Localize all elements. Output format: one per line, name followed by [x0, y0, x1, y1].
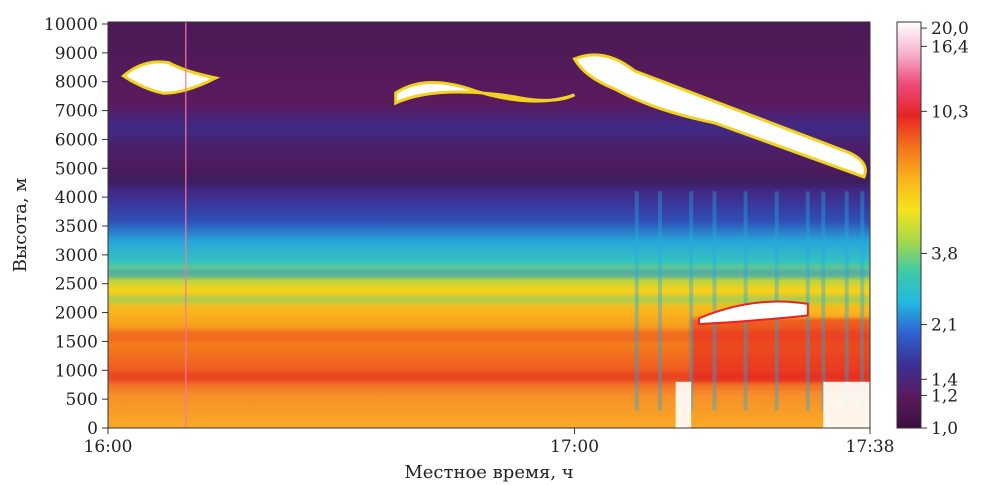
colorbar-tick-label: 1,2	[931, 387, 958, 407]
y-tick-label: 3000	[55, 246, 98, 266]
y-tick-label: 0	[87, 419, 98, 439]
y-tick-label: 5000	[55, 159, 98, 179]
y-tick-label: 1000	[55, 361, 98, 381]
colorbar-tick-label: 1,0	[931, 419, 958, 439]
heatmap-feature	[697, 300, 809, 326]
heatmap-streak	[712, 191, 717, 411]
y-tick-label: 7000	[55, 102, 98, 122]
colorbar-tick-label: 1,4	[931, 370, 958, 390]
heatmap-streak	[805, 191, 810, 411]
heatmap-streak	[689, 191, 694, 411]
y-tick-label: 2500	[55, 275, 98, 295]
y-axis: 0 500 1000 1500 2000 2500 3000 3500 4000 5000 6000…	[44, 15, 108, 439]
heatmap-band	[108, 295, 870, 304]
colorbar-tick-label: 16,4	[931, 37, 969, 57]
heatmap-streak	[844, 191, 849, 411]
x-tick-label: 17:00	[550, 437, 599, 457]
plot-area	[108, 22, 870, 428]
heatmap-band	[108, 373, 870, 382]
heatmap-streak	[658, 191, 663, 411]
heatmap-band	[108, 269, 870, 278]
y-tick-label: 500	[66, 390, 98, 410]
y-tick-label: 1500	[55, 332, 98, 352]
x-tick-label: 17:38	[846, 437, 895, 457]
colorbar-scale	[896, 21, 922, 429]
heatmap-feature	[823, 381, 870, 428]
x-axis-title: Местное время, ч	[404, 462, 573, 483]
heatmap-bands	[108, 176, 870, 382]
cloud-layer	[394, 81, 576, 106]
y-tick-label: 10000	[44, 15, 98, 35]
cloud-layer	[572, 53, 867, 179]
heatmap-streak	[821, 191, 826, 411]
cloud-layer	[121, 60, 221, 95]
y-tick-label: 9000	[55, 44, 98, 64]
plot-frame	[107, 21, 871, 429]
y-tick-label: 3500	[55, 217, 98, 237]
colorbar-tick-label: 20,0	[931, 19, 969, 39]
heatmap-streak	[860, 191, 865, 411]
colorbar-tick-label: 10,3	[931, 102, 969, 122]
x-tick-label: 16:00	[84, 437, 133, 457]
y-tick-label: 4000	[55, 188, 98, 208]
heatmap-band	[108, 176, 870, 186]
heatmap-streak	[634, 191, 639, 411]
heatmap-feature	[675, 381, 692, 428]
colorbar-ticks: 1,0 1,21,4 2,1 3,8 10,3 16,420,0	[921, 19, 969, 439]
colorbar-tick-label: 2,1	[931, 315, 958, 335]
heatmap-band	[108, 329, 870, 342]
heatmap-features	[121, 22, 870, 428]
x-axis: 16:00 17:00 17:38	[84, 428, 895, 457]
y-tick-label: 6000	[55, 130, 98, 150]
colorbar: 1,0 1,21,4 2,1 3,8 10,3 16,420,0	[896, 19, 969, 439]
y-axis-title: Высота, м	[10, 178, 31, 273]
colorbar-tick-label: 3,8	[931, 244, 958, 264]
heatmap-feature	[691, 318, 870, 382]
y-tick-label: 2000	[55, 304, 98, 324]
heatmap-streak	[743, 191, 748, 411]
y-tick-label: 8000	[55, 73, 98, 93]
